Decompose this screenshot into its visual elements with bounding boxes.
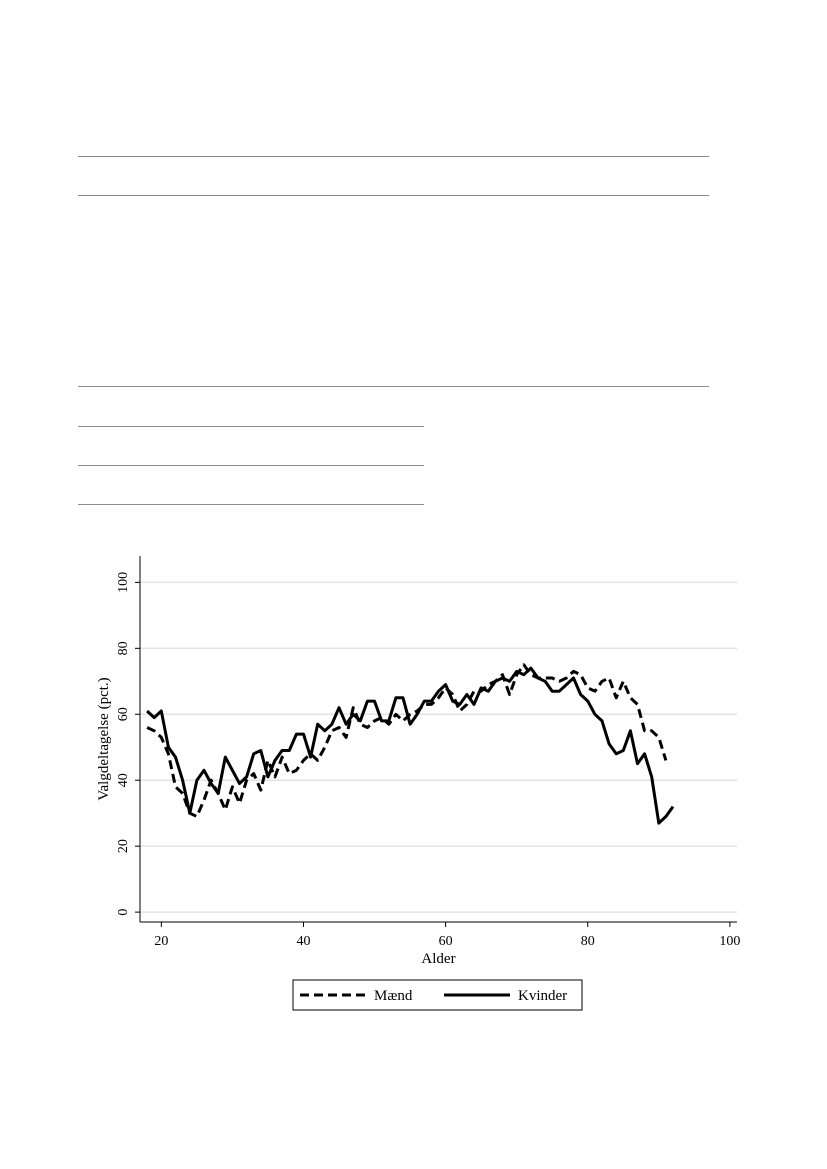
y-tick-label-100: 100 <box>116 572 131 593</box>
x-ticks: 20 40 60 80 100 <box>154 922 740 949</box>
y-axis-label: Valgdeltagelse (pct.) <box>96 677 112 800</box>
y-tick-label-0: 0 <box>116 909 131 916</box>
note-rule-3 <box>78 504 424 505</box>
x-tick-label-100: 100 <box>719 934 740 949</box>
x-tick-label-40: 40 <box>296 934 310 949</box>
series-line-kvinder <box>146 666 675 825</box>
y-tick-label-40: 40 <box>116 773 131 787</box>
legend-box <box>292 979 583 1011</box>
x-tick-label-20: 20 <box>154 934 168 949</box>
y-tick-label-80: 80 <box>116 641 131 655</box>
table-rule-bottom <box>78 386 709 387</box>
series-line-maend <box>146 663 668 818</box>
legend-label-maend: Mænd <box>374 988 413 1004</box>
table-rule-header <box>78 195 709 196</box>
note-rule-1 <box>78 426 424 427</box>
x-tick-label-60: 60 <box>439 934 453 949</box>
axes <box>139 556 737 923</box>
y-ticks: 0 20 40 60 80 100 <box>116 572 140 916</box>
table-rule-top <box>78 156 709 157</box>
legend-label-kvinder: Kvinder <box>518 988 567 1004</box>
note-rule-2 <box>78 465 424 466</box>
grid-lines <box>140 581 737 913</box>
series-lines <box>146 663 675 825</box>
y-tick-label-60: 60 <box>116 707 131 721</box>
y-tick-label-20: 20 <box>116 839 131 853</box>
x-axis-label: Alder <box>421 951 455 967</box>
legend: Mænd Kvinder <box>292 979 583 1011</box>
x-tick-label-80: 80 <box>581 934 595 949</box>
